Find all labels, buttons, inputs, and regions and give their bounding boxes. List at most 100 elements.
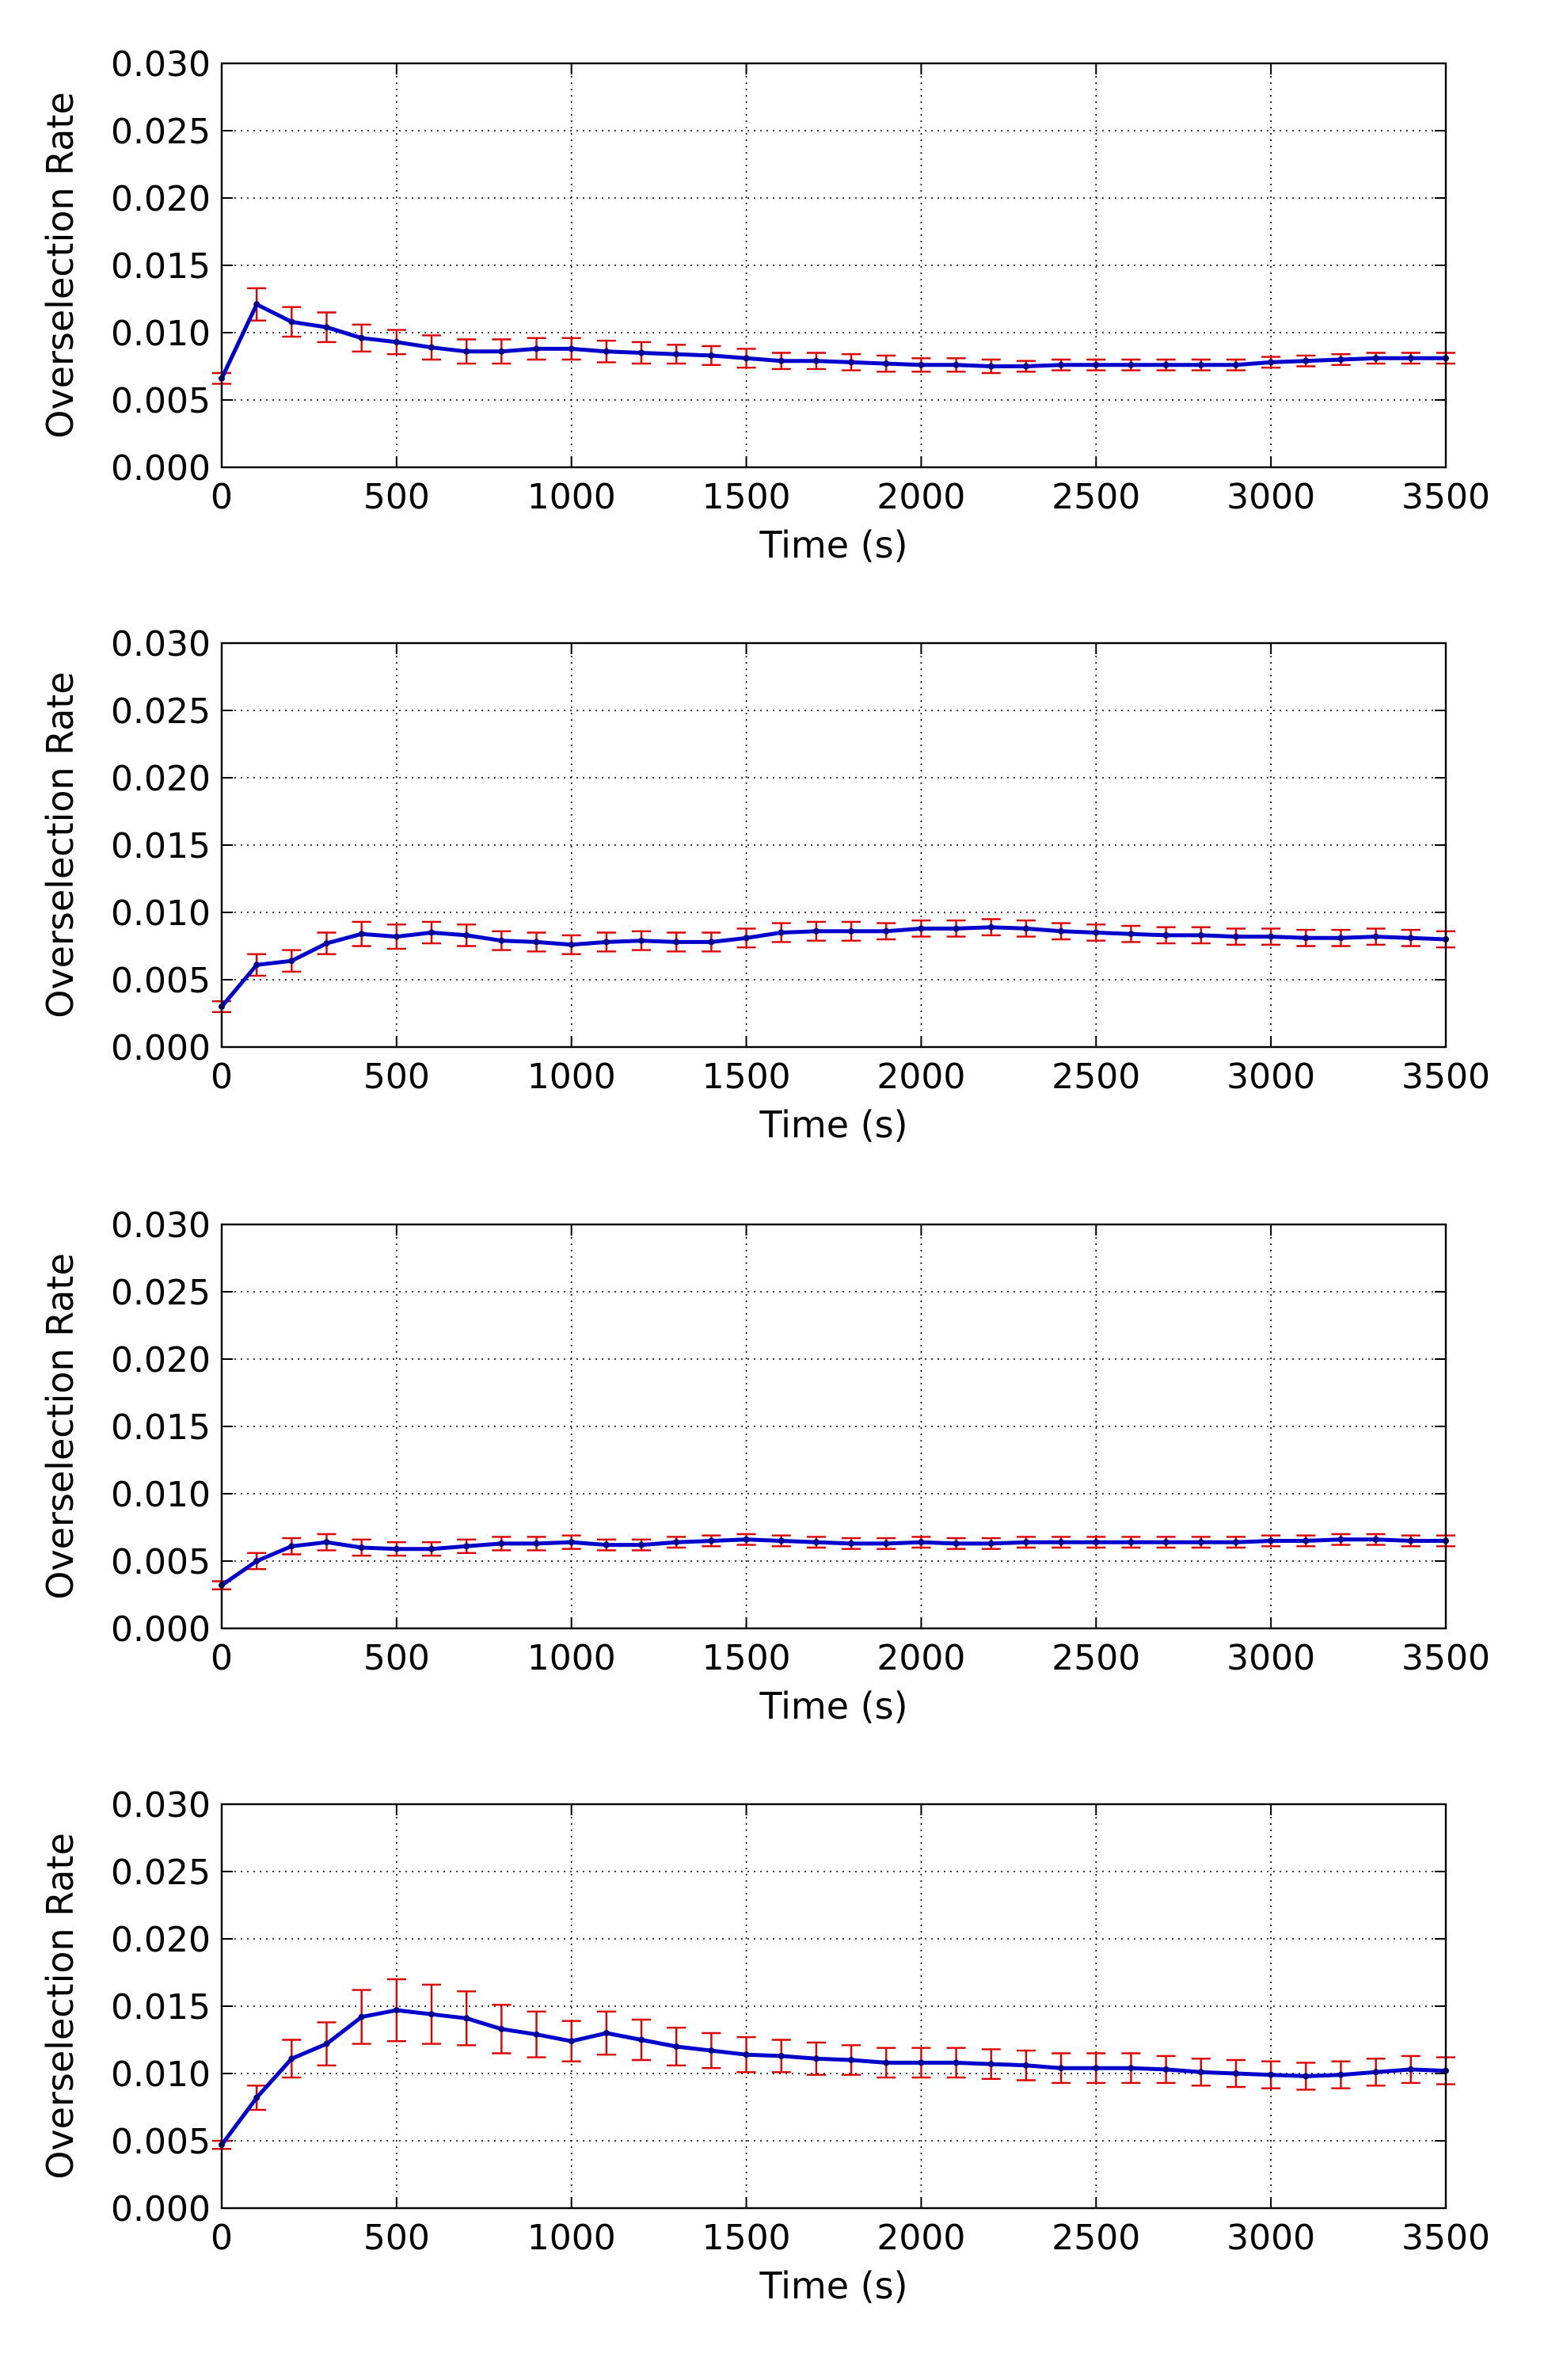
data-point — [1093, 361, 1100, 368]
y-tick-label: 0.005 — [111, 1542, 211, 1582]
y-tick-label: 0.005 — [111, 381, 211, 421]
x-tick-label: 1000 — [527, 477, 616, 517]
data-point — [987, 2061, 994, 2068]
data-point — [743, 355, 750, 362]
data-point — [708, 352, 715, 359]
data-point — [358, 334, 365, 341]
data-point — [743, 2051, 750, 2058]
data-point — [918, 2059, 925, 2066]
data-point — [603, 348, 610, 355]
data-point — [428, 2011, 435, 2018]
data-point — [1303, 935, 1310, 942]
y-tick-label: 0.015 — [111, 826, 211, 866]
y-tick-label: 0.030 — [111, 624, 211, 664]
x-tick-label: 1000 — [527, 1638, 616, 1678]
data-point — [1232, 361, 1239, 368]
data-point — [1337, 356, 1344, 363]
y-tick-label: 0.000 — [111, 2189, 211, 2230]
data-point — [1337, 2071, 1344, 2078]
y-tick-label: 0.015 — [111, 246, 211, 287]
x-tick-label: 2500 — [1052, 2218, 1140, 2258]
data-point — [358, 1544, 365, 1551]
x-tick-label: 500 — [363, 477, 430, 517]
data-point — [323, 940, 330, 947]
data-point — [883, 360, 890, 367]
x-tick-label: 2000 — [877, 477, 965, 517]
data-point — [498, 348, 505, 355]
data-point — [568, 941, 575, 948]
data-point — [498, 1540, 505, 1547]
data-point — [987, 363, 994, 370]
data-point — [1303, 357, 1310, 364]
data-point — [1372, 1536, 1379, 1543]
data-point — [1407, 935, 1414, 942]
data-point — [778, 2052, 785, 2059]
data-point — [987, 923, 994, 931]
y-tick-label: 0.000 — [111, 1609, 211, 1650]
y-tick-label: 0.010 — [111, 1475, 211, 1515]
data-point — [953, 925, 960, 932]
data-point — [812, 927, 820, 935]
data-point — [778, 929, 785, 936]
data-point — [1022, 1539, 1029, 1546]
data-point — [638, 349, 645, 356]
plot-frame — [220, 642, 1447, 1049]
x-tick-label: 3000 — [1226, 2218, 1315, 2258]
data-point — [883, 2059, 890, 2066]
x-tick-label: 2000 — [877, 1057, 965, 1097]
data-point — [393, 338, 400, 345]
data-point — [812, 357, 820, 364]
data-point — [568, 2038, 575, 2045]
data-point — [323, 324, 330, 331]
data-point — [1372, 933, 1379, 940]
data-point — [428, 344, 435, 351]
y-axis-label: Overselection Rate — [39, 92, 82, 439]
data-point — [638, 2036, 645, 2043]
data-point — [848, 1540, 855, 1547]
x-tick-label: 0 — [211, 1057, 233, 1097]
data-point — [953, 361, 960, 368]
data-point — [1407, 1537, 1414, 1544]
x-tick-label: 500 — [363, 1638, 430, 1678]
data-point — [1372, 2069, 1379, 2076]
data-point — [288, 318, 295, 326]
subplot-1: 0 500 1000 1500 2000 2500 3000 3500 0.000 0.005 0.… — [39, 44, 1490, 566]
data-point — [253, 1558, 261, 1564]
data-point — [918, 925, 925, 932]
data-point — [1128, 1539, 1135, 1546]
data-point — [708, 2047, 715, 2054]
data-point — [323, 2040, 330, 2047]
data-point — [1128, 361, 1135, 368]
data-point — [953, 2059, 960, 2066]
subplot-4: 0 500 1000 1500 2000 2500 3000 3500 0.000 0.005 0.… — [39, 1785, 1490, 2307]
data-point — [812, 1539, 820, 1546]
data-point — [673, 351, 680, 358]
x-tick-label: 0 — [211, 1638, 233, 1678]
data-point — [463, 931, 470, 939]
data-point — [743, 935, 750, 942]
data-point — [987, 1540, 994, 1547]
x-tick-label: 3500 — [1401, 1638, 1490, 1678]
data-point — [428, 929, 435, 936]
data-point — [1197, 931, 1204, 939]
data-point — [1407, 355, 1414, 362]
x-tick-label: 3000 — [1226, 477, 1315, 517]
data-point — [1093, 929, 1100, 936]
subplot-3: 0 500 1000 1500 2000 2500 3000 3500 0.000 0.005 0.… — [39, 1205, 1490, 1727]
data-point — [1303, 1537, 1310, 1544]
data-point — [1093, 2065, 1100, 2072]
data-point — [1197, 2069, 1204, 2076]
y-tick-label: 0.020 — [111, 759, 211, 799]
x-axis-label: Time (s) — [759, 2264, 907, 2307]
data-point — [428, 1545, 435, 1552]
y-axis-label: Overselection Rate — [39, 1253, 82, 1600]
data-point — [288, 958, 295, 965]
data-point — [1232, 1539, 1239, 1546]
data-point — [358, 2013, 365, 2020]
data-point — [533, 2031, 540, 2038]
data-point — [1058, 361, 1065, 368]
x-tick-label: 2500 — [1052, 1638, 1140, 1678]
data-point — [778, 1537, 785, 1544]
y-tick-label: 0.015 — [111, 1407, 211, 1448]
